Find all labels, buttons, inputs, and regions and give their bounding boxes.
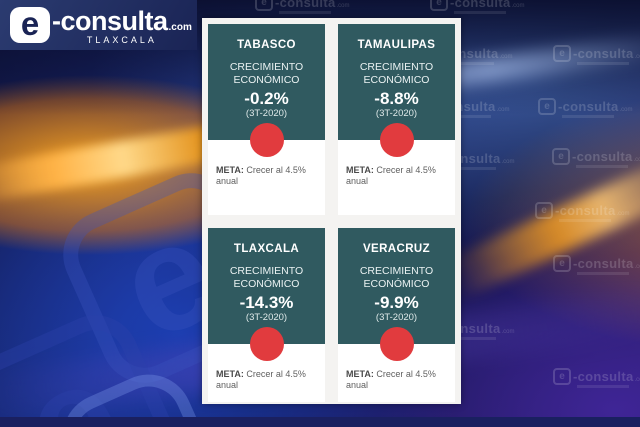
red-dot-icon (249, 327, 284, 361)
state-name: TLAXCALA (233, 243, 300, 255)
state-card-veracruz: VERACRUZ CRECIMIENTO ECONÓMICO -9.9% (3T… (338, 228, 455, 402)
econsulta-watermark: e-consulta.com (553, 368, 640, 388)
watermark-e-badge-icon: e (538, 98, 556, 115)
growth-value: -9.9% (374, 293, 419, 312)
metric-label: CRECIMIENTO ECONÓMICO (229, 265, 304, 290)
logo-region: TLAXCALA (86, 34, 157, 45)
econsulta-watermark: e-consulta.com (430, 0, 525, 14)
growth-value: -0.2% (244, 89, 289, 108)
metric-label: CRECIMIENTO ECONÓMICO (359, 61, 434, 86)
logo-text: -consulta .com TLAXCALA (52, 6, 192, 45)
econsulta-watermark: e-consulta.com (553, 45, 640, 65)
econsulta-watermark: e-consulta.com (255, 0, 350, 14)
card-header: TAMAULIPAS CRECIMIENTO ECONÓMICO -8.8% (… (338, 24, 455, 157)
logo-tld: .com (168, 21, 192, 33)
red-dot-icon (379, 327, 414, 361)
state-card-tamaulipas: TAMAULIPAS CRECIMIENTO ECONÓMICO -8.8% (… (338, 24, 455, 215)
watermark-e-badge-icon: e (255, 0, 273, 11)
growth-value: -14.3% (239, 293, 294, 312)
state-card-tabasco: TABASCO CRECIMIENTO ECONÓMICO -0.2% (3T-… (208, 24, 325, 215)
watermark-e-badge-icon: e (553, 368, 571, 385)
state-name: TAMAULIPAS (357, 39, 436, 51)
meta-note: META: Crecer al 4.5% anual (346, 165, 436, 186)
period-label: (3T-2020) (375, 108, 418, 119)
card-header: TABASCO CRECIMIENTO ECONÓMICO -0.2% (3T-… (208, 24, 325, 157)
period-label: (3T-2020) (245, 312, 288, 323)
brand-logo: e -consulta .com TLAXCALA (0, 0, 197, 50)
red-dot-icon (249, 123, 284, 157)
card-header: VERACRUZ CRECIMIENTO ECONÓMICO -9.9% (3T… (338, 228, 455, 361)
econsulta-watermark: e-consulta.com (553, 255, 640, 275)
state-cards-grid: TABASCO CRECIMIENTO ECONÓMICO -0.2% (3T-… (208, 24, 455, 402)
e-watermark-glyph: e (0, 301, 191, 427)
watermark-e-badge-icon: e (553, 255, 571, 272)
growth-value: -8.8% (374, 89, 419, 108)
watermark-e-badge-icon: e (430, 0, 448, 11)
state-card-tlaxcala: TLAXCALA CRECIMIENTO ECONÓMICO -14.3% (3… (208, 228, 325, 402)
metric-label: CRECIMIENTO ECONÓMICO (359, 265, 434, 290)
card-header: TLAXCALA CRECIMIENTO ECONÓMICO -14.3% (3… (208, 228, 325, 361)
metric-label: CRECIMIENTO ECONÓMICO (229, 61, 304, 86)
econsulta-watermark: e-consulta.com (538, 98, 633, 118)
red-dot-icon (379, 123, 414, 157)
period-label: (3T-2020) (245, 108, 288, 119)
econsulta-watermark: e-consulta.com (535, 202, 630, 222)
logo-brand-name: -consulta (52, 5, 168, 36)
watermark-e-badge-icon: e (553, 45, 571, 62)
orange-light-streak (443, 152, 640, 300)
watermark-e-badge-icon: e (535, 202, 553, 219)
state-name: VERACRUZ (362, 243, 431, 255)
econsulta-watermark: e-consulta.com (552, 148, 640, 168)
watermark-e-badge-icon: e (552, 148, 570, 165)
period-label: (3T-2020) (375, 312, 418, 323)
bottom-navy-band (0, 417, 640, 427)
state-name: TABASCO (237, 39, 296, 51)
stats-panel: TABASCO CRECIMIENTO ECONÓMICO -0.2% (3T-… (202, 18, 461, 404)
logo-e-badge-icon: e (10, 7, 50, 43)
